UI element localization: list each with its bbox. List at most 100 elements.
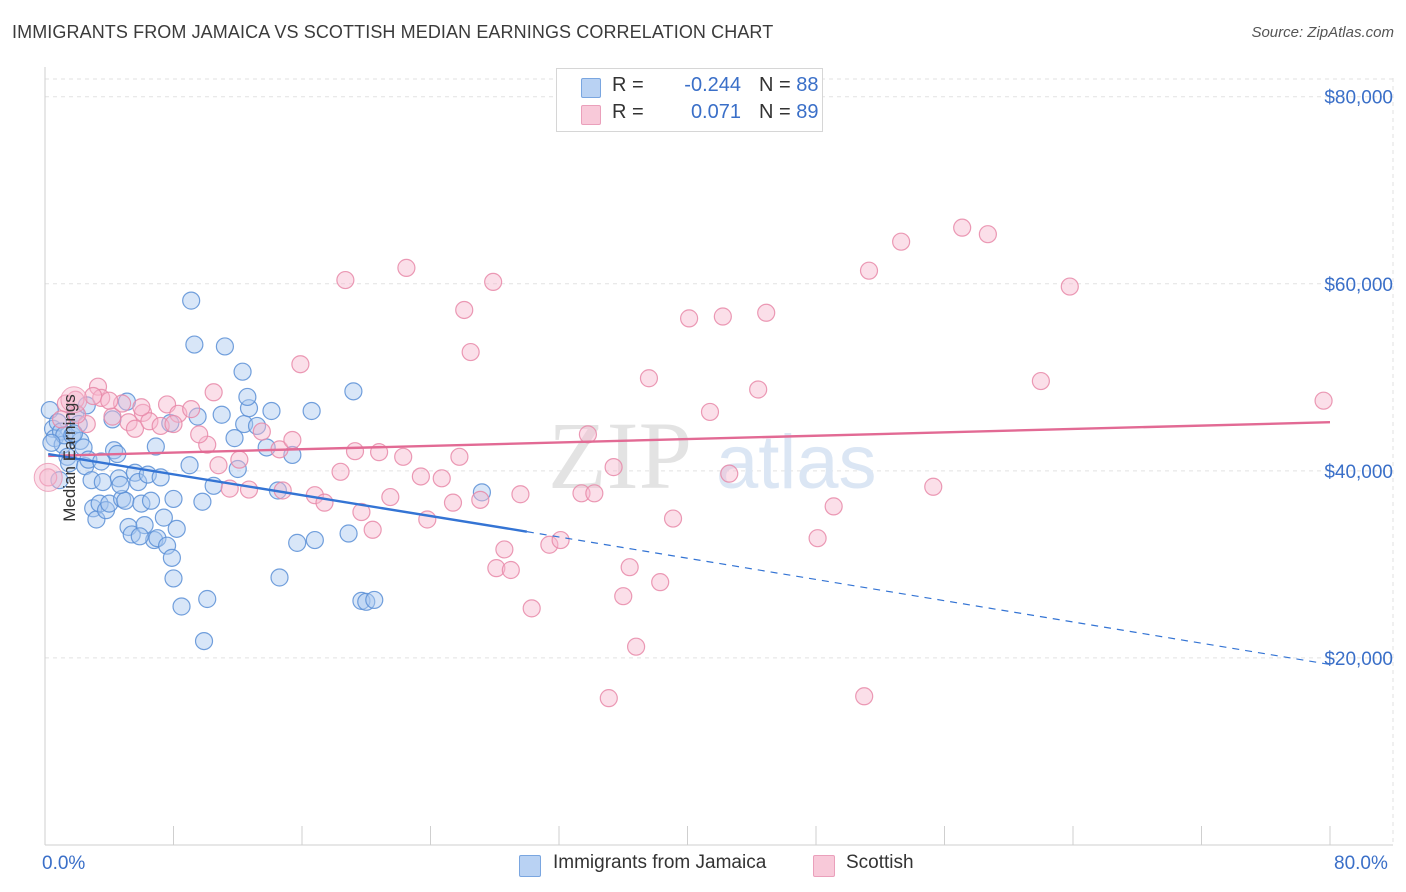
data-point-scottish <box>495 540 514 559</box>
data-point-scottish <box>352 502 371 522</box>
data-point-scottish <box>953 218 972 237</box>
n-value-scottish: 89 <box>796 101 819 123</box>
data-point-scottish <box>443 493 463 512</box>
data-point-scottish <box>484 272 503 292</box>
r-label: R = <box>612 101 644 123</box>
data-point-scottish <box>204 383 223 402</box>
data-point-scottish <box>808 529 827 548</box>
data-point-scottish <box>824 497 843 516</box>
data-point-scottish <box>572 484 591 503</box>
data-point-scottish <box>599 689 618 708</box>
trend-lines <box>48 421 1331 666</box>
data-point-jamaica <box>247 416 267 436</box>
data-point-jamaica <box>262 401 281 421</box>
data-point-jamaica <box>135 516 154 535</box>
data-point-scottish <box>713 307 732 326</box>
data-point-scottish <box>432 469 451 488</box>
data-point-jamaica <box>162 548 181 567</box>
data-point-scottish <box>663 509 683 528</box>
data-point-scottish <box>639 369 659 388</box>
data-point-jamaica <box>64 424 84 443</box>
data-point-jamaica <box>141 491 161 510</box>
data-point-jamaica <box>130 527 149 546</box>
data-point-scottish <box>511 485 530 504</box>
data-point-jamaica <box>146 437 165 456</box>
data-point-scottish <box>66 390 85 409</box>
data-point-scottish <box>39 468 58 487</box>
trend-line-scottish <box>48 421 1331 458</box>
data-point-scottish <box>140 412 159 431</box>
data-point-scottish <box>585 484 604 503</box>
data-point-scottish <box>578 425 598 444</box>
legend-swatch-scottish <box>813 855 835 877</box>
data-point-jamaica <box>188 407 207 426</box>
data-point-scottish <box>88 377 108 396</box>
data-point-scottish <box>190 425 209 444</box>
data-point-jamaica <box>82 471 101 490</box>
data-point-scottish <box>125 419 145 438</box>
data-point-jamaica <box>164 489 183 509</box>
data-point-scottish <box>620 558 639 577</box>
n-group-jamaica: N = 88 <box>759 74 819 97</box>
data-point-jamaica <box>225 429 244 448</box>
data-point-scottish <box>522 599 541 618</box>
data-point-scottish <box>855 687 874 706</box>
data-point-scottish <box>397 258 416 277</box>
n-label: N = <box>759 74 791 96</box>
data-point-scottish <box>381 487 400 507</box>
data-point-jamaica <box>167 519 186 538</box>
data-point-jamaica <box>339 524 358 543</box>
data-point-scottish <box>283 430 302 450</box>
data-point-scottish <box>614 587 633 606</box>
data-point-scottish <box>77 414 96 434</box>
data-point-jamaica <box>472 483 491 502</box>
source-label: Source: ZipAtlas.com <box>1251 24 1394 41</box>
data-point-jamaica <box>344 382 363 401</box>
axes <box>44 67 1393 846</box>
legend-item-jamaica: Immigrants from Jamaica <box>519 852 799 878</box>
data-point-scottish <box>720 464 739 483</box>
series-jamaica-points <box>40 291 491 651</box>
data-point-scottish <box>859 261 879 280</box>
r-value-jamaica: -0.244 <box>684 74 741 96</box>
legend-label-scottish: Scottish <box>846 852 914 873</box>
data-point-scottish <box>540 535 559 554</box>
data-point-jamaica <box>111 475 130 494</box>
data-point-scottish <box>551 530 570 550</box>
data-point-jamaica <box>90 494 109 513</box>
data-point-scottish <box>100 391 119 410</box>
trend-line-jamaica-extension <box>526 531 1331 666</box>
data-point-jamaica <box>182 291 201 310</box>
data-point-scottish <box>33 462 63 492</box>
data-point-jamaica <box>112 489 132 509</box>
data-point-scottish <box>1031 371 1050 391</box>
data-point-scottish <box>978 225 997 244</box>
data-point-scottish <box>471 490 490 509</box>
data-point-scottish <box>892 232 911 251</box>
data-point-jamaica <box>305 530 324 550</box>
data-point-scottish <box>1314 391 1333 410</box>
data-point-scottish <box>450 447 469 466</box>
data-point-scottish <box>651 573 670 592</box>
stats-legend: R = -0.244 N = 88 R = 0.071 N = 89 <box>556 68 823 132</box>
data-point-scottish <box>411 467 430 486</box>
n-group-scottish: N = 89 <box>759 101 819 124</box>
data-point-scottish <box>84 386 103 406</box>
watermark-zip: ZIP <box>548 402 692 509</box>
data-point-jamaica <box>93 472 112 492</box>
data-point-jamaica <box>180 456 199 475</box>
data-point-jamaica <box>288 533 307 552</box>
data-point-scottish <box>164 414 183 434</box>
data-point-jamaica <box>129 472 148 492</box>
data-point-jamaica <box>302 401 321 421</box>
data-point-jamaica <box>215 337 234 356</box>
data-point-jamaica <box>50 471 69 490</box>
data-point-scottish <box>239 480 259 499</box>
data-point-scottish <box>501 560 520 580</box>
chart-title: IMMIGRANTS FROM JAMAICA VS SCOTTISH MEDI… <box>12 22 774 42</box>
data-point-jamaica <box>116 491 135 510</box>
data-point-scottish <box>252 422 271 441</box>
data-point-scottish <box>209 456 228 475</box>
data-point-jamaica <box>238 387 257 407</box>
data-point-jamaica <box>212 405 231 424</box>
